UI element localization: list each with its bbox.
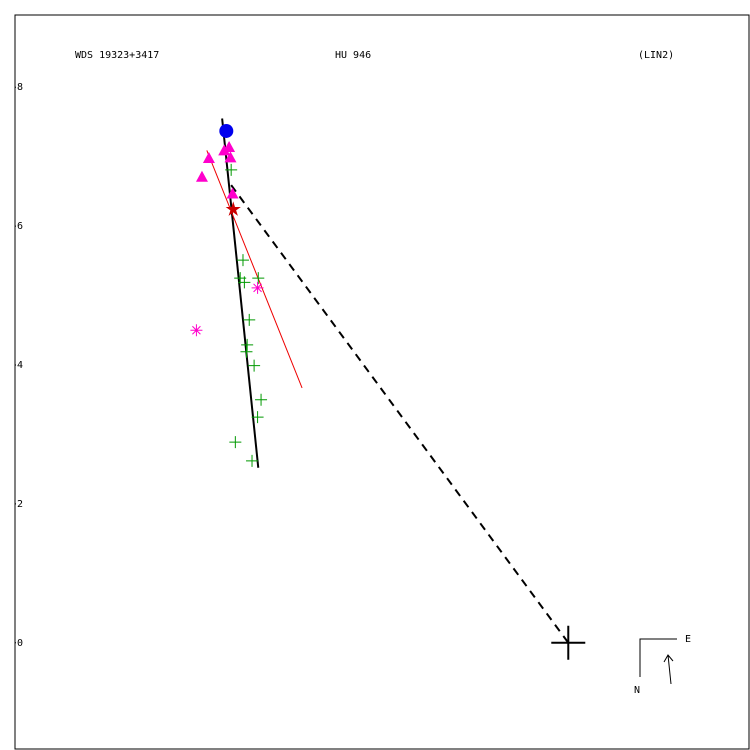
y-tick-label: 4: [17, 360, 23, 371]
measure-point: [248, 359, 261, 372]
east-label: E: [685, 634, 691, 645]
orbit-line: [230, 184, 570, 644]
asterisk-point: [190, 324, 203, 337]
circle-point: [219, 123, 234, 138]
measure-point: [251, 411, 264, 424]
y-tick-label: 2: [17, 499, 23, 510]
asterisk-point: [251, 281, 264, 294]
triangle-point: [195, 170, 208, 182]
orbit-line: [206, 150, 303, 389]
measure-point: [255, 393, 268, 406]
measure-point: [241, 338, 254, 351]
compass: [639, 638, 677, 677]
reference: (LIN2): [638, 50, 674, 61]
measure-point: [243, 313, 256, 326]
triangle-point: [224, 151, 237, 163]
primary-star: [551, 625, 586, 660]
measure-point: [225, 163, 238, 176]
measure-point: [236, 254, 249, 267]
measure-point: [246, 454, 259, 467]
measure-point: [238, 276, 251, 289]
triangle-point: [226, 187, 239, 199]
chart-title: WDS 19323+3417: [75, 50, 159, 61]
measure-point: [240, 345, 253, 358]
motion-arrow: [663, 654, 674, 685]
north-label: N: [634, 685, 640, 696]
measure-point: [252, 272, 265, 285]
plot-frame: [14, 14, 750, 750]
star-point: [225, 201, 241, 216]
orbit-line: [221, 118, 260, 468]
chart-subtitle: HU 946: [335, 50, 371, 61]
triangle-point: [202, 152, 215, 164]
y-tick-label: 0: [17, 638, 23, 649]
y-tick-label: 8: [17, 82, 23, 93]
measure-point: [229, 436, 242, 449]
triangle-point: [223, 140, 236, 152]
y-tick-label: 6: [17, 221, 23, 232]
